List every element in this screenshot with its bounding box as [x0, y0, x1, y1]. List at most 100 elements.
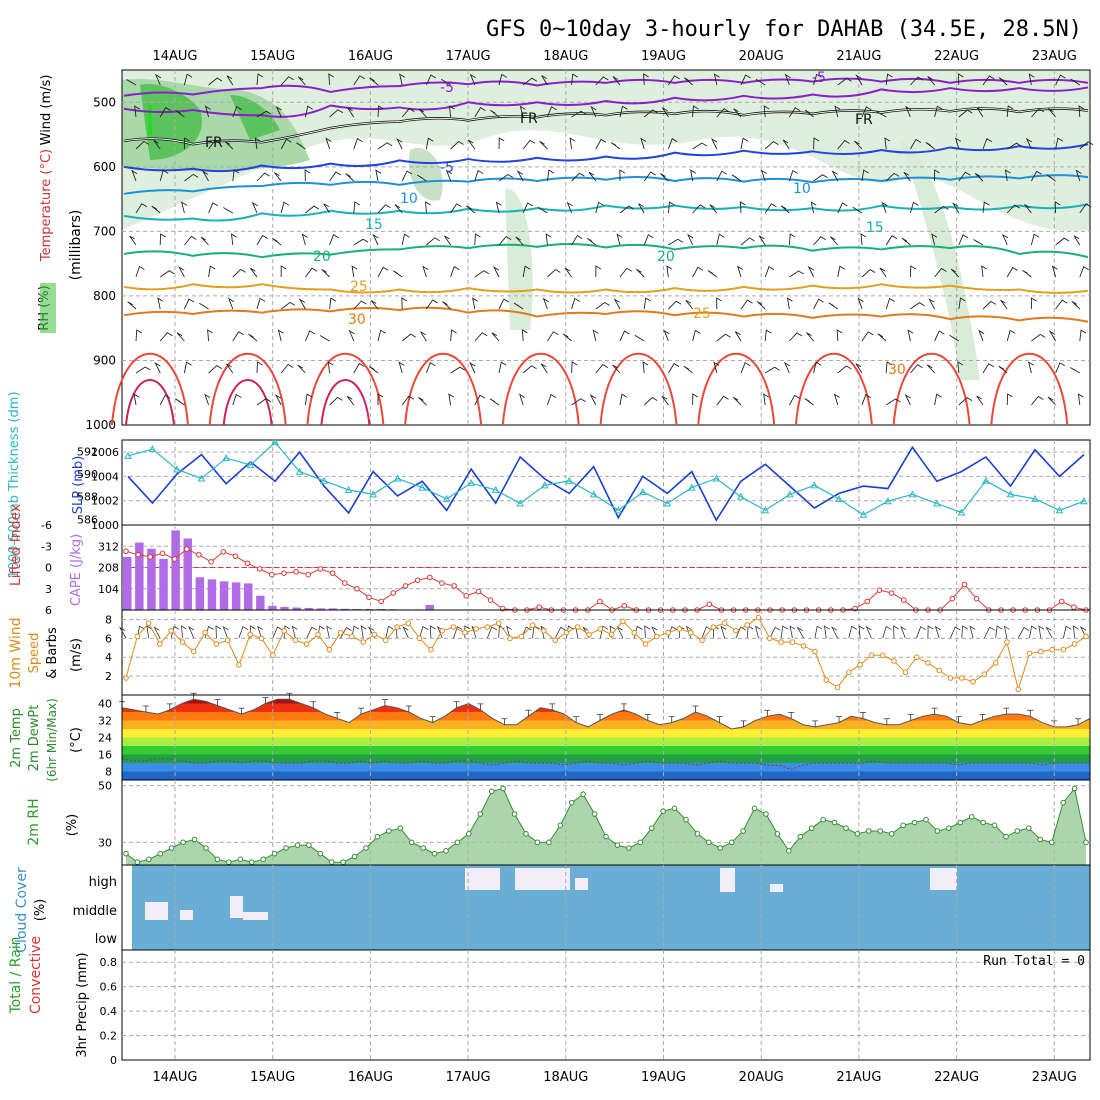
thickness-point	[320, 476, 328, 484]
wind-barb	[1006, 204, 1021, 214]
rh2m-point	[157, 850, 164, 857]
rh2m-point	[637, 839, 644, 846]
thickness-point	[124, 451, 132, 459]
contour-line	[123, 203, 1089, 222]
wind-barb	[974, 173, 984, 182]
wind-barb	[861, 394, 872, 406]
wind-barb	[858, 625, 865, 639]
wind-barb	[280, 76, 294, 86]
cloud-gap	[770, 884, 783, 892]
cape-bar	[256, 595, 265, 610]
wind-barb	[860, 233, 867, 246]
wind-barb	[701, 626, 712, 639]
wind10-point	[292, 637, 299, 644]
wind-barb	[275, 105, 282, 118]
cloud-level-label: middle	[73, 904, 117, 919]
wind-barb	[184, 235, 197, 246]
wind-barb	[571, 234, 583, 246]
wind10-point	[258, 635, 265, 642]
rh2m-point	[397, 825, 404, 831]
wind-barb	[328, 73, 335, 86]
wind10-point	[1060, 646, 1067, 653]
rh2m-point	[248, 859, 255, 865]
temp-max-tick	[979, 714, 986, 721]
tick-label: 2	[105, 670, 112, 683]
wind-barb	[420, 331, 427, 342]
wind-barb	[619, 205, 634, 214]
tick-label: 312	[98, 540, 119, 553]
wind-barb	[716, 333, 731, 342]
wind-barb	[444, 235, 451, 246]
thickness-point	[589, 490, 598, 498]
cape-bar	[183, 538, 192, 610]
wind-barb	[969, 625, 976, 639]
wind-barb	[661, 395, 669, 406]
wind-barb	[238, 626, 249, 639]
wind-barb	[426, 237, 440, 246]
wind-barb	[445, 169, 453, 182]
contour-line	[123, 86, 1089, 118]
bottom-date-axis: 14AUG 15AUG 16AUG 17AUG 18AUG 19AUG 20AUG 21AUG…	[152, 1070, 1076, 1085]
wind-barb	[807, 265, 815, 278]
wind-barb	[280, 301, 296, 310]
wind-barb	[796, 626, 804, 639]
cape-bar	[340, 608, 350, 610]
wind-barb	[804, 398, 814, 406]
wind-barb	[467, 139, 476, 150]
lifted-index-point	[123, 548, 129, 555]
wind10-point	[1049, 646, 1055, 653]
rh2m-point	[283, 845, 289, 851]
date-label: 16AUG	[348, 1070, 393, 1085]
wind-barb	[1079, 329, 1087, 342]
wind10-point	[326, 646, 333, 653]
wind-barb	[981, 265, 987, 278]
thickness-point	[835, 494, 843, 502]
dewpt-axis-label: 2m DewPt	[27, 705, 42, 772]
rh2m-point	[317, 850, 324, 857]
wind-barb	[600, 625, 609, 639]
wind-barb	[716, 395, 729, 406]
wind-barb	[401, 333, 416, 342]
wind-barb	[904, 393, 911, 406]
rh2m-point	[294, 842, 301, 848]
rh2m-point	[877, 828, 884, 834]
wind-barb	[958, 171, 971, 182]
contour-line	[599, 352, 678, 426]
cloud-level-label: high	[89, 875, 117, 890]
cloud-level-label: low	[95, 932, 118, 947]
cape-bar	[352, 608, 362, 610]
wind-barb	[554, 626, 567, 639]
temp-max-tick	[501, 718, 508, 725]
wind-barb	[928, 298, 935, 310]
temp-max-tick	[764, 709, 771, 717]
cape-bar	[159, 558, 168, 610]
wind-barb	[450, 329, 457, 342]
temp-max-tick	[262, 697, 269, 704]
wind-barb	[910, 138, 922, 150]
wind-barb	[306, 626, 318, 639]
rh2m-point	[751, 805, 758, 812]
wind10-point	[371, 631, 378, 638]
wind10-point	[349, 633, 355, 640]
temperature-axis-label: Temperature (°C)	[39, 149, 54, 262]
wind-barb	[589, 394, 597, 406]
lifted-index-point	[220, 549, 227, 555]
rh2m-point	[1037, 836, 1044, 843]
wind-barb	[159, 169, 169, 182]
wind-barb	[256, 73, 264, 86]
contour-line	[123, 174, 1089, 195]
temp-max-tick	[334, 711, 341, 719]
temp-max-tick	[668, 716, 675, 723]
thickness-point	[369, 490, 377, 498]
rh2m-point	[808, 825, 815, 831]
thickness-axis-label: 1000-500mb Thickness (dm)	[7, 391, 22, 578]
wind-barb	[909, 265, 917, 278]
wind-barb	[345, 173, 355, 182]
wind-barb	[448, 105, 455, 118]
contour-line	[111, 352, 189, 426]
wind-barb	[610, 142, 621, 150]
wind-barb	[595, 265, 602, 278]
wind-barb	[571, 398, 586, 406]
tick-label: 104	[98, 583, 119, 596]
wind-barb	[419, 625, 429, 639]
